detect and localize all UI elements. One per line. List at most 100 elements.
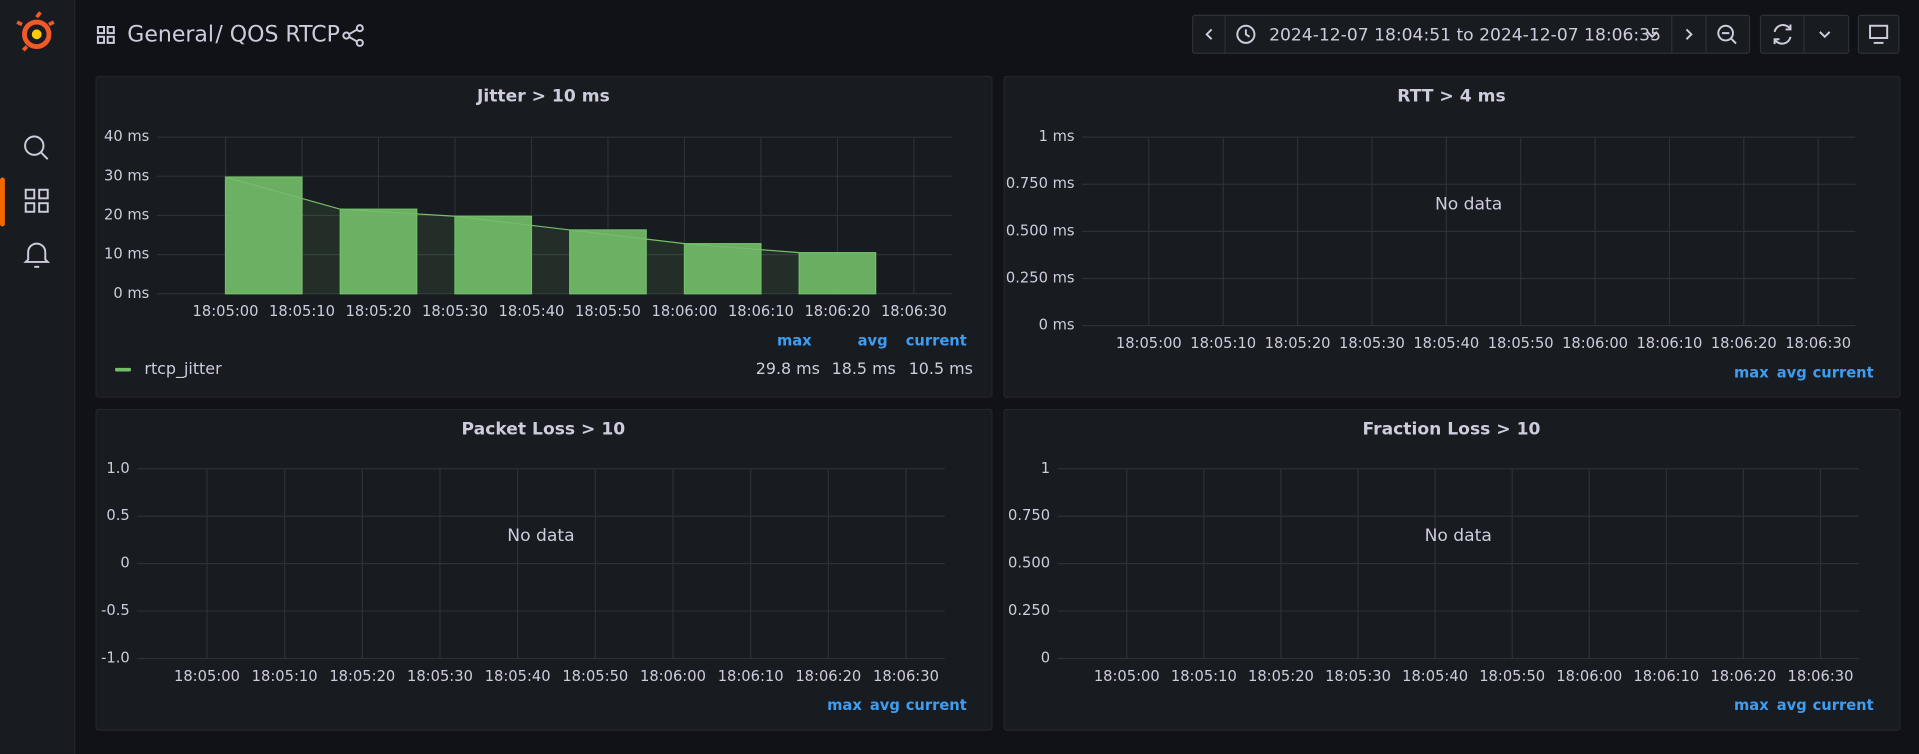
legend-header[interactable]: current (1813, 364, 1874, 381)
bar (798, 252, 877, 295)
x-tick-label: 18:05:20 (346, 303, 412, 320)
time-range[interactable]: 2024-12-07 18:04:51 to 2024-12-07 18:06:… (1269, 26, 1661, 46)
x-tick-label: 18:06:10 (728, 303, 794, 320)
x-tick-label: 18:06:30 (881, 303, 947, 320)
y-tick-label: -1.0 (101, 649, 130, 666)
y-tick-label: 0.750 ms (1006, 175, 1075, 192)
x-tick-label: 18:05:50 (575, 303, 641, 320)
panel (95, 75, 993, 398)
y-tick-label: 0.500 ms (1006, 222, 1075, 239)
y-tick-label: 0.250 ms (1006, 269, 1075, 286)
panel-title: RTT > 4 ms (1397, 87, 1505, 107)
legend-name: rtcp_jitter (144, 359, 222, 379)
x-tick-label: 18:06:10 (1636, 335, 1702, 352)
x-tick-label: 18:06:30 (873, 668, 939, 685)
y-tick-label: 30 ms (104, 167, 149, 184)
x-tick-label: 18:05:50 (1488, 335, 1554, 352)
y-tick-label: 1 ms (1039, 128, 1075, 145)
x-tick-label: 18:05:30 (422, 303, 488, 320)
shift-forward[interactable] (1685, 28, 1693, 40)
x-tick-label: 18:06:20 (1711, 335, 1777, 352)
legend-header[interactable]: avg (858, 333, 888, 350)
no-data: No data (507, 526, 574, 546)
no-data: No data (1435, 194, 1502, 214)
tv-mode[interactable] (1869, 24, 1889, 39)
legend-header[interactable]: max (1734, 364, 1769, 381)
legend-header[interactable]: avg (870, 697, 900, 714)
y-tick-label: 1.0 (106, 460, 129, 477)
x-tick-label: 18:05:40 (1402, 668, 1468, 685)
legend-header[interactable]: max (827, 697, 862, 714)
x-tick-label: 18:05:30 (1339, 335, 1405, 352)
y-tick-label: 0 ms (113, 285, 149, 302)
x-tick-label: 18:05:30 (1325, 668, 1391, 685)
search-icon[interactable] (24, 135, 49, 160)
x-tick-label: 18:06:00 (1556, 668, 1622, 685)
shift-back[interactable] (1205, 28, 1213, 40)
panel (1003, 75, 1901, 398)
y-tick-label: 0.500 (1008, 555, 1050, 572)
y-tick-label: 0 (120, 555, 129, 572)
legend-swatch (115, 367, 131, 372)
x-tick-label: 18:06:20 (1710, 668, 1776, 685)
panel-title: Fraction Loss > 10 (1363, 420, 1541, 440)
legend-header[interactable]: max (777, 333, 812, 350)
legend-value: 18.5 ms (832, 359, 896, 378)
legend-header[interactable]: current (1813, 697, 1874, 714)
x-tick-label: 18:05:10 (252, 668, 318, 685)
zoom-out[interactable] (1717, 24, 1734, 42)
x-tick-label: 18:06:10 (1633, 668, 1699, 685)
y-tick-label: 0.750 (1008, 507, 1050, 524)
x-tick-label: 18:06:10 (718, 668, 784, 685)
breadcrumb-folder[interactable]: General (127, 23, 214, 48)
x-tick-label: 18:06:00 (651, 303, 717, 320)
time-controls (1192, 14, 1900, 54)
x-tick-label: 18:05:20 (329, 668, 395, 685)
active-indicator (0, 177, 5, 227)
legend-header[interactable]: avg (1777, 364, 1807, 381)
sidebar (0, 0, 75, 754)
bar (683, 243, 762, 295)
y-tick-label: 20 ms (104, 206, 149, 223)
legend-value: 10.5 ms (909, 359, 973, 378)
x-tick-label: 18:05:40 (485, 668, 551, 685)
bar (454, 215, 533, 295)
x-tick-label: 18:06:30 (1785, 335, 1851, 352)
clock-icon (1236, 24, 1256, 44)
y-tick-label: 0.5 (106, 507, 129, 524)
breadcrumb-dashboard[interactable]: / QOS RTCP (215, 23, 340, 48)
alerting-icon[interactable] (23, 242, 51, 268)
x-tick-label: 18:05:00 (1094, 668, 1160, 685)
bar (224, 176, 303, 295)
x-tick-label: 18:05:20 (1265, 335, 1331, 352)
x-tick-label: 18:05:00 (1116, 335, 1182, 352)
x-tick-label: 18:05:50 (1479, 668, 1545, 685)
x-tick-label: 18:06:00 (1562, 335, 1628, 352)
refresh[interactable] (1773, 24, 1792, 45)
share-icon[interactable] (342, 24, 364, 47)
legend-value: 29.8 ms (756, 359, 820, 378)
y-tick-label: 0.250 (1008, 602, 1050, 619)
y-tick-label: 1 (1041, 460, 1050, 477)
dashboards-icon[interactable] (24, 188, 49, 213)
bar (339, 208, 418, 295)
legend-header[interactable]: current (906, 333, 967, 350)
x-tick-label: 18:05:10 (269, 303, 335, 320)
x-tick-label: 18:05:40 (499, 303, 565, 320)
panel (95, 408, 993, 731)
dashboard-icon (96, 25, 115, 44)
x-tick-label: 18:06:20 (795, 668, 861, 685)
x-tick-label: 18:05:20 (1248, 668, 1314, 685)
logo[interactable] (16, 11, 55, 52)
x-tick-label: 18:05:10 (1171, 668, 1237, 685)
legend-header[interactable]: avg (1777, 697, 1807, 714)
x-tick-label: 18:05:00 (193, 303, 259, 320)
y-tick-label: 0 ms (1039, 317, 1075, 334)
x-tick-label: 18:05:00 (174, 668, 240, 685)
legend-header[interactable]: current (906, 697, 967, 714)
legend-header[interactable]: max (1734, 697, 1769, 714)
y-tick-label: 40 ms (104, 128, 149, 145)
x-tick-label: 18:05:10 (1190, 335, 1256, 352)
